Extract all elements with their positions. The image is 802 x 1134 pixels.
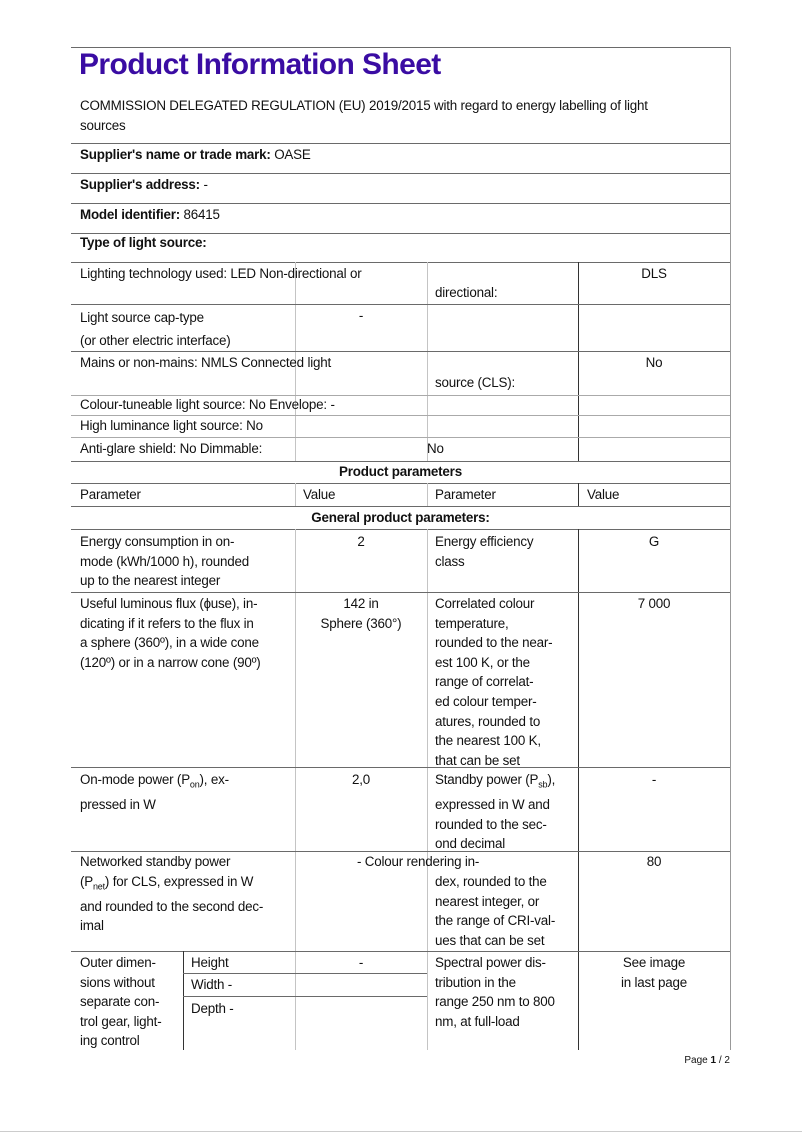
subscript: on [189,779,200,790]
mains-connected: Mains or non-mains: NMLS Connected light [80,355,332,370]
height-value: - [358,955,364,970]
divider [578,529,579,1050]
lighting-technology: Lighting technology used: LED Non-direct… [80,266,362,281]
on-mode-power-label: On-mode power (Pon), ex- pressed in W [80,770,229,815]
divider [71,767,730,768]
divider [71,592,730,593]
divider [183,996,427,997]
spectral-power-label: Spectral power dis- tribution in the ran… [435,955,555,1029]
divider [71,506,730,507]
divider [183,951,184,1050]
subscript: sb [538,779,548,790]
divider [71,304,730,305]
networked-standby-value-cri-label: - Colour rendering in- [357,854,480,869]
supplier-address-label: Supplier's address: [80,177,200,192]
divider [71,351,730,352]
divider [71,47,730,48]
directional-label: directional: [435,285,498,300]
column-header-parameter: Parameter [80,487,141,502]
divider [295,262,296,461]
networked-standby-label: Networked standby power (Pnet) for CLS, … [80,852,263,936]
divider [427,529,428,1050]
colour-temperature-value: 7 000 [637,596,671,611]
page-title: Product Information Sheet [79,48,441,81]
column-header-value-2: Value [587,487,620,502]
divider [71,173,730,174]
divider [71,951,730,952]
luminous-flux-value: 142 in Sphere (360°) [320,596,402,631]
type-of-light-source-heading: Type of light source: [80,235,207,250]
colour-temperature-label: Correlated colour temperature, rounded t… [435,596,553,768]
divider [71,203,730,204]
divider [295,529,296,1050]
on-mode-power-value: 2,0 [351,772,370,787]
cls-label: source (CLS): [435,375,515,390]
supplier-address-value: - [203,177,208,192]
model-identifier-label: Model identifier: [80,207,181,222]
divider [427,262,428,461]
standby-power-text-2: ), expressed in W and rounded to the sec… [435,772,556,852]
general-parameters-heading: General product parameters: [311,510,490,525]
luminous-flux-label: Useful luminous flux (ɸuse), in- dicatin… [80,596,261,670]
divider [71,437,730,438]
page-current: 1 [710,1055,717,1066]
regulation-subtitle: COMMISSION DELEGATED REGULATION (EU) 201… [80,98,648,133]
divider [71,483,730,484]
directional-value: DLS [641,266,667,281]
divider [730,47,731,1050]
depth-label: Depth - [191,1001,234,1016]
energy-consumption-label: Energy consumption in on- mode (kWh/1000… [80,534,249,589]
height-label: Height [191,955,229,970]
page-label: Page [684,1055,708,1066]
column-header-parameter-2: Parameter [435,487,496,502]
cri-value: 80 [646,854,662,869]
width-label: Width - [191,977,233,992]
supplier-name-label: Supplier's name or trade mark: [80,147,271,162]
networked-standby-text-2: ) for CLS, expressed in W and rounded to… [80,873,264,934]
cls-value: No [645,355,663,370]
divider [71,461,730,462]
divider [71,395,730,396]
cap-type-label: Light source cap-type (or other electric… [80,310,231,348]
divider [183,973,427,974]
divider [295,483,296,506]
divider [71,851,730,852]
column-header-value: Value [303,487,336,502]
supplier-name-value: OASE [274,147,311,162]
standby-power-value: - [651,772,657,787]
colour-tuneable-envelope: Colour-tuneable light source: No Envelop… [80,397,335,412]
divider [71,233,730,234]
supplier-address: Supplier's address: - [80,175,208,195]
standby-power-text: Standby power (P [435,772,539,787]
energy-consumption-value: 2 [357,534,365,549]
energy-class-value: G [648,534,660,549]
model-identifier: Model identifier: 86415 [80,205,220,225]
outer-dimensions-label: Outer dimen- sions without separate con-… [80,955,162,1049]
page-total: / 2 [718,1055,730,1066]
spectral-power-value: See image in last page [620,955,688,990]
networked-standby-text: Networked standby power (P [80,854,231,889]
divider [71,262,730,263]
model-identifier-value: 86415 [183,207,220,222]
dimmable-value: No [427,441,444,456]
high-luminance: High luminance light source: No [80,418,263,433]
divider [71,143,730,144]
supplier-name: Supplier's name or trade mark: OASE [80,145,311,165]
divider [71,415,730,416]
divider [71,529,730,530]
divider [578,483,579,506]
on-mode-power-text-2: ), ex- pressed in W [80,772,229,813]
energy-class-label: Energy efficiency class [435,534,534,569]
page-edge [0,1131,802,1132]
on-mode-power-text: On-mode power (P [80,772,190,787]
subscript: net [93,881,105,892]
divider [578,262,579,461]
product-parameters-heading: Product parameters [339,464,462,479]
cri-label: dex, rounded to the nearest integer, or … [435,874,556,948]
page-number: Page 1 / 2 [684,1055,730,1066]
divider [427,483,428,506]
standby-power-label: Standby power (Psb), expressed in W and … [435,770,555,854]
cap-type-value: - [358,308,364,323]
anti-glare-dimmable: Anti-glare shield: No Dimmable: [80,441,263,456]
